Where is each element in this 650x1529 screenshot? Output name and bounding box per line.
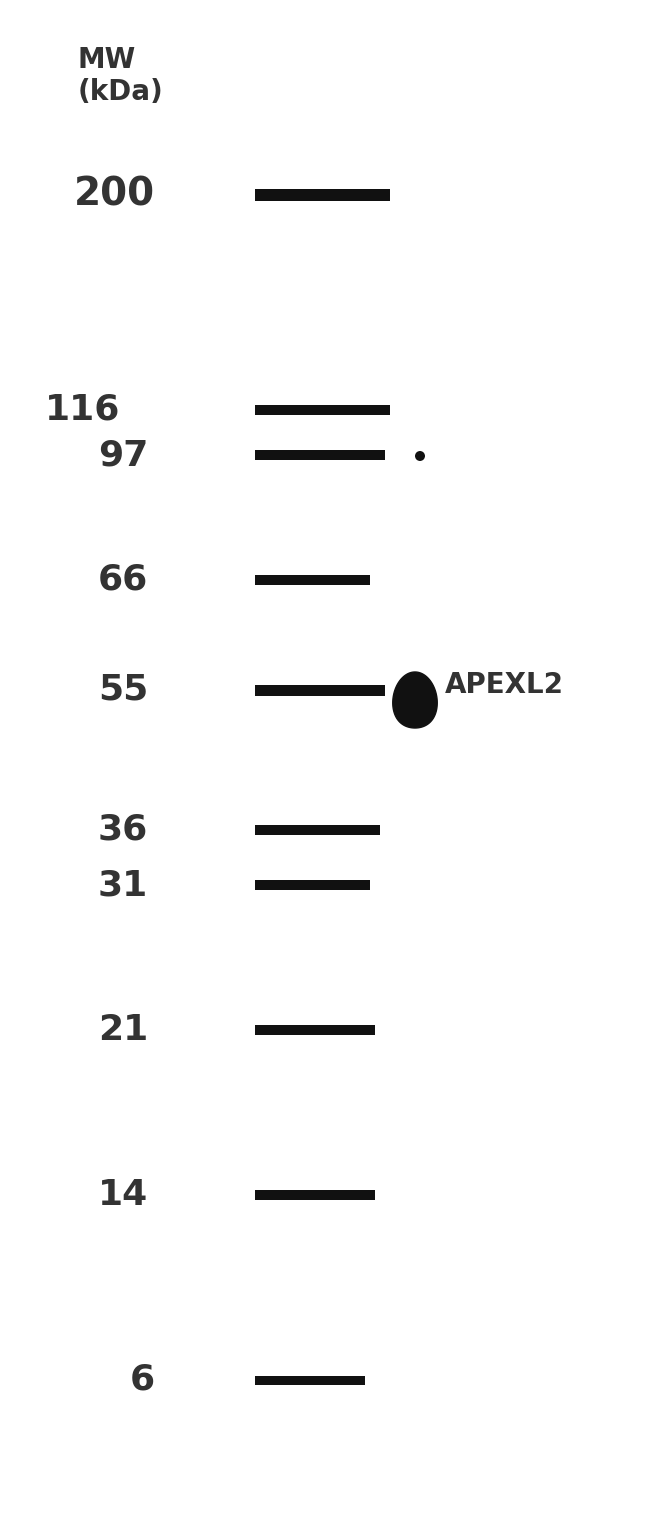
- Bar: [255, 405, 390, 414]
- Text: 66: 66: [98, 563, 148, 596]
- Text: 97: 97: [98, 437, 148, 472]
- Bar: [255, 1024, 375, 1035]
- Bar: [255, 685, 385, 696]
- Text: 55: 55: [98, 673, 148, 706]
- Bar: [255, 881, 370, 890]
- Text: 36: 36: [98, 813, 148, 847]
- Text: APEXL2: APEXL2: [445, 671, 564, 699]
- Text: 116: 116: [45, 393, 120, 427]
- Bar: [255, 826, 380, 835]
- Bar: [255, 1190, 375, 1200]
- Bar: [255, 575, 370, 586]
- Text: 14: 14: [98, 1177, 148, 1212]
- Text: MW
(kDa): MW (kDa): [78, 46, 164, 107]
- Bar: [255, 450, 385, 460]
- Bar: [255, 190, 390, 200]
- Text: 200: 200: [74, 176, 155, 214]
- Bar: [255, 1376, 365, 1384]
- Text: 6: 6: [130, 1362, 155, 1398]
- Text: 21: 21: [98, 1014, 148, 1047]
- Polygon shape: [393, 673, 437, 728]
- Text: 31: 31: [98, 868, 148, 902]
- Circle shape: [415, 451, 425, 462]
